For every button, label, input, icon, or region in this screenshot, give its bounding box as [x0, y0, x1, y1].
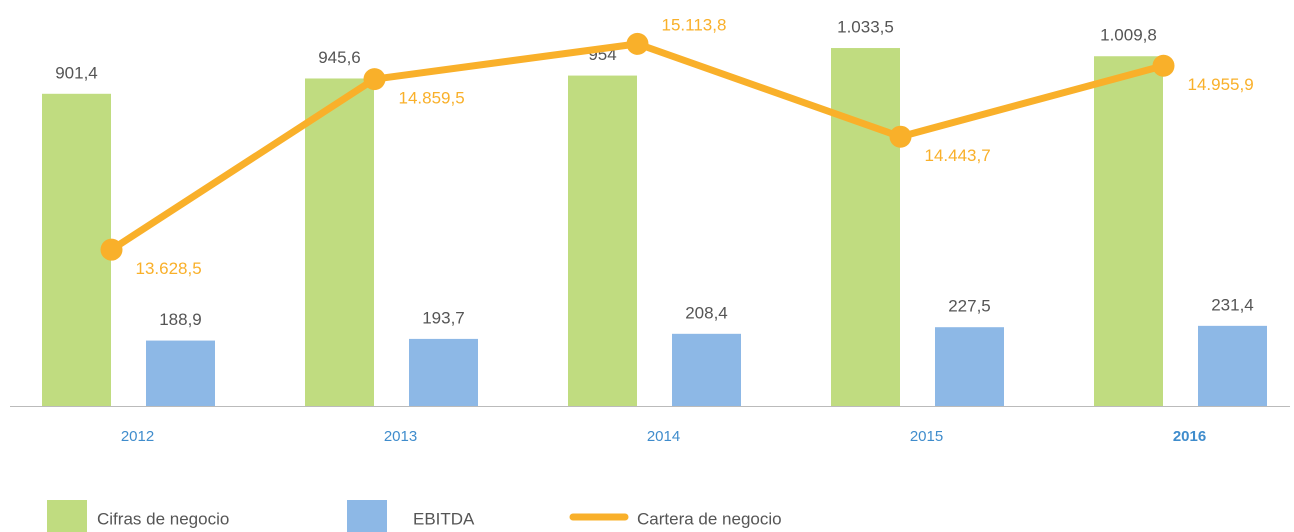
bar — [935, 327, 1004, 406]
line-label: 14.955,9 — [1188, 75, 1254, 94]
legend-swatch — [347, 500, 387, 532]
bar — [146, 340, 215, 406]
data-label: 901,4 — [55, 63, 98, 82]
bar — [409, 338, 478, 406]
line-point — [626, 32, 649, 55]
bar — [672, 333, 741, 406]
data-label: 208,4 — [685, 303, 728, 322]
data-label: 227,5 — [948, 297, 991, 316]
line-label: 14.859,5 — [399, 89, 465, 108]
data-label: 231,4 — [1211, 295, 1254, 314]
line-point — [363, 68, 386, 91]
line-label: 14.443,7 — [925, 146, 991, 165]
line-label: 15.113,8 — [662, 15, 727, 34]
data-label: 1.033,5 — [837, 18, 894, 37]
bar — [1094, 56, 1163, 406]
legend-label: EBITDA — [413, 509, 475, 528]
data-label: 193,7 — [422, 308, 465, 327]
bar — [305, 78, 374, 406]
bar — [42, 93, 111, 407]
data-label: 188,9 — [159, 310, 202, 329]
bar — [831, 48, 900, 407]
data-label: 945,6 — [318, 48, 361, 67]
x-tick-label: 2012 — [121, 428, 154, 445]
x-tick-label: 2014 — [647, 428, 680, 445]
bar — [568, 75, 637, 406]
x-tick-label: 2016 — [1173, 428, 1206, 445]
data-label: 1.009,8 — [1100, 26, 1157, 45]
line-point — [100, 238, 123, 261]
x-tick-label: 2015 — [910, 428, 943, 445]
line-point — [1152, 54, 1175, 77]
line-point — [889, 125, 912, 148]
x-tick-label: 2013 — [384, 428, 417, 445]
bar — [1198, 325, 1267, 406]
legend-swatch — [47, 500, 87, 532]
legend-label: Cartera de negocio — [637, 509, 782, 528]
line-label: 13.628,5 — [136, 259, 202, 278]
line — [109, 40, 1165, 253]
legend-label: Cifras de negocio — [97, 509, 229, 528]
